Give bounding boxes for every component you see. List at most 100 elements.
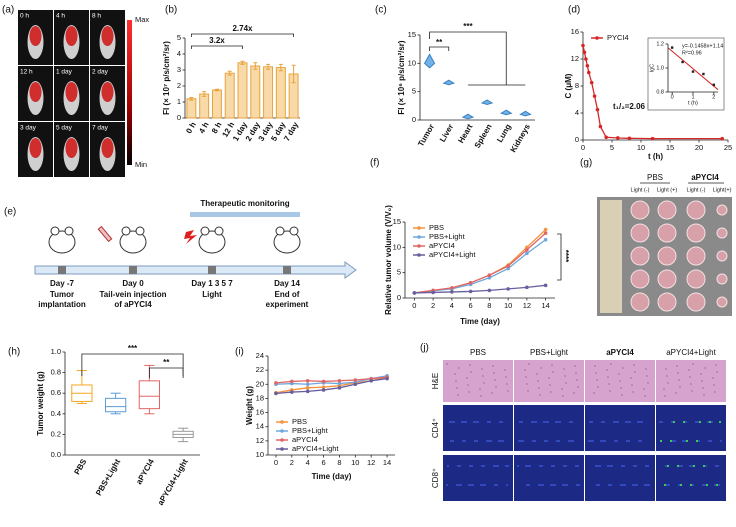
stain-dot [468,391,470,393]
stain-dot [678,484,680,486]
stain-dot [471,465,473,467]
point [584,57,588,61]
panel-label: (b) [165,5,177,16]
stain-dot [558,440,560,442]
stain-dot [667,382,669,384]
stain-dot [528,363,530,365]
stain-dot [497,465,499,467]
x-tick-label: 10 [637,143,645,152]
column-label: PBS+Light [530,348,569,357]
stain-dot [455,380,457,382]
stain-dot [492,365,494,367]
signal [65,138,78,158]
x-tick-label: 0 [412,301,416,310]
bar [263,66,274,119]
signal [101,138,114,158]
panel-label: (a) [2,5,14,16]
stain-dot [677,372,679,374]
box [138,380,160,410]
x-tick-label: 12 [523,301,531,310]
stain-dot [593,392,595,394]
x-tick-label: Liver [438,123,455,144]
x-tick-label: 0 [274,458,278,467]
stain-dot [491,392,493,394]
stain-dot [495,465,497,467]
micrograph [656,455,726,501]
y-tick-label: 0 [177,113,181,122]
tumor [657,200,677,220]
tumor [716,296,728,308]
x-axis-label: Time (day) [460,317,500,326]
x-tick-label: aPYCI4+Light [156,457,190,507]
point [543,237,548,242]
error-bar [189,97,194,101]
stain-dot [590,440,592,442]
stain-dot [544,440,546,442]
annotation: ** [163,358,170,367]
stain-dot [550,391,552,393]
y-tick-label: 3 [177,65,181,74]
stain-dot [506,484,508,486]
step-text: experiment [266,300,309,309]
point [506,287,510,291]
stain-dot [452,440,454,442]
stain-dot [559,421,561,423]
y-tick-label: 0.8 [656,89,664,95]
stain-dot [532,440,534,442]
stain-dot [703,465,705,467]
time-label: 3 day [20,125,37,132]
panel-label: (h) [8,347,20,358]
stain-dot [457,465,459,467]
point [274,391,278,396]
stain-dot [557,421,559,423]
stain-dot [663,388,665,390]
stain-dot [675,392,677,394]
stain-dot [588,440,590,442]
micrograph [514,360,584,402]
legend-label: PBS [292,417,307,426]
stain-dot [719,421,721,423]
stain-dot [716,484,718,486]
stain-dot [596,484,598,486]
condition-label: Light (-) [631,187,650,193]
stain-dot [538,387,540,389]
stain-dot [490,440,492,442]
panel-label: (i) [235,347,244,358]
stain-dot [629,421,631,423]
stain-dot [716,371,718,373]
y-tick-label: 0.0 [51,450,61,459]
stain-dot [458,484,460,486]
stain-dot [680,484,682,486]
stain-dot [689,376,691,378]
y-tick-label: 12 [571,54,579,63]
y-tick-label: 0.2 [51,429,61,438]
error-bar [253,62,258,70]
stain-dot [626,440,628,442]
y-tick-label: 0.4 [51,409,61,418]
stain-dot [521,421,523,423]
stain-dot [681,465,683,467]
stain-dot [606,369,608,371]
point [450,290,454,294]
point [321,385,326,389]
stain-dot [536,373,538,375]
stain-dot [526,484,528,486]
x-tick-label: 4 h [197,120,211,135]
y-tick-label: 1.0 [656,65,664,71]
stain-dot [468,484,470,486]
point [353,378,358,382]
point [506,264,510,268]
annotation: *** [463,22,473,31]
x-tick-label: 2 [431,301,435,310]
bracket [429,31,526,86]
time-label: 5 day [56,125,73,132]
mouse-ear [275,226,285,236]
violin [442,79,455,86]
stain-dot [704,484,706,486]
stain-dot [622,484,624,486]
tumor [716,204,728,216]
column-label: aPYCI4 [606,348,634,357]
stain-dot [617,421,619,423]
mouse-icon [48,230,76,254]
stain-dot [702,387,704,389]
